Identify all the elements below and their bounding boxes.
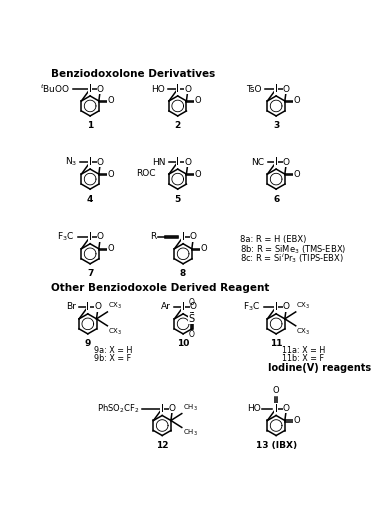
Text: Benziodoxolone Derivatives: Benziodoxolone Derivatives xyxy=(51,69,215,79)
Text: O: O xyxy=(97,84,104,93)
Text: I: I xyxy=(182,232,185,242)
Text: 3: 3 xyxy=(273,121,279,130)
Text: 9: 9 xyxy=(85,339,91,348)
Text: I: I xyxy=(275,403,278,413)
Text: O: O xyxy=(95,303,101,312)
Text: 8b: R = SiMe$_3$ (TMS-EBX): 8b: R = SiMe$_3$ (TMS-EBX) xyxy=(240,243,346,255)
Text: CX$_3$: CX$_3$ xyxy=(108,326,123,337)
Text: I: I xyxy=(275,84,278,94)
Text: O: O xyxy=(283,84,290,93)
Text: I: I xyxy=(275,302,278,312)
Text: O: O xyxy=(107,170,114,179)
Text: 11: 11 xyxy=(270,339,282,348)
Text: 9b: X = F: 9b: X = F xyxy=(94,354,131,363)
Text: F$_3$C: F$_3$C xyxy=(243,301,261,313)
Text: 2: 2 xyxy=(174,121,181,130)
Text: CH$_3$: CH$_3$ xyxy=(182,428,198,438)
Text: PhSO$_2$CF$_2$: PhSO$_2$CF$_2$ xyxy=(97,402,139,415)
Text: HO: HO xyxy=(152,84,165,93)
Text: $^t$BuOO: $^t$BuOO xyxy=(40,83,70,95)
Text: HN: HN xyxy=(153,157,166,166)
Text: 11b: X = F: 11b: X = F xyxy=(282,354,324,363)
Text: O: O xyxy=(283,157,290,166)
Text: I: I xyxy=(86,302,89,312)
Text: 11a: X = H: 11a: X = H xyxy=(282,346,326,355)
Text: CH$_3$: CH$_3$ xyxy=(182,403,198,413)
Text: 8c: R = Si$^i$Pr$_3$ (TIPS-EBX): 8c: R = Si$^i$Pr$_3$ (TIPS-EBX) xyxy=(240,251,344,266)
Text: 5: 5 xyxy=(174,195,181,204)
Text: O: O xyxy=(189,330,195,339)
Text: CX$_3$: CX$_3$ xyxy=(108,301,123,311)
Text: CX$_3$: CX$_3$ xyxy=(296,301,311,311)
Text: O: O xyxy=(97,157,104,166)
Text: O: O xyxy=(169,404,176,413)
Text: O: O xyxy=(189,298,195,307)
Text: O: O xyxy=(283,303,290,312)
Text: I: I xyxy=(176,157,179,167)
Text: 13 (IBX): 13 (IBX) xyxy=(256,441,297,450)
Text: I: I xyxy=(176,84,179,94)
Text: O: O xyxy=(184,157,192,166)
Text: O: O xyxy=(293,96,300,105)
Text: O: O xyxy=(107,244,114,253)
Text: O: O xyxy=(97,232,104,241)
Text: I: I xyxy=(89,157,92,167)
Text: O: O xyxy=(184,84,192,93)
Text: TsO: TsO xyxy=(246,84,261,93)
Text: N$_3$: N$_3$ xyxy=(65,156,77,169)
Text: Other Benziodoxole Derived Reagent: Other Benziodoxole Derived Reagent xyxy=(51,283,269,293)
Text: 4: 4 xyxy=(87,195,93,204)
Text: 1: 1 xyxy=(87,121,93,130)
Text: S: S xyxy=(189,314,195,324)
Text: 8a: R = H (EBX): 8a: R = H (EBX) xyxy=(240,235,306,244)
Text: 7: 7 xyxy=(87,269,93,278)
Text: I: I xyxy=(182,302,185,312)
Text: Ar: Ar xyxy=(161,303,171,312)
Text: 6: 6 xyxy=(273,195,279,204)
Text: 9a: X = H: 9a: X = H xyxy=(94,346,132,355)
Text: 12: 12 xyxy=(156,441,168,450)
Text: O: O xyxy=(293,416,300,425)
Text: 10: 10 xyxy=(177,339,189,348)
Text: ROC: ROC xyxy=(136,169,156,178)
Text: I: I xyxy=(275,157,278,167)
Text: CX$_3$: CX$_3$ xyxy=(296,326,311,337)
Text: O: O xyxy=(107,96,114,105)
Text: O: O xyxy=(190,232,197,241)
Text: O: O xyxy=(273,386,279,395)
Text: O: O xyxy=(190,303,197,312)
Text: O: O xyxy=(195,170,201,179)
Text: HO: HO xyxy=(247,404,261,413)
Text: Iodine(V) reagents: Iodine(V) reagents xyxy=(268,363,372,373)
Text: O: O xyxy=(283,404,290,413)
Text: O: O xyxy=(293,170,300,179)
Text: O: O xyxy=(195,96,201,105)
Text: 8: 8 xyxy=(180,269,186,278)
Text: Br: Br xyxy=(66,303,76,312)
Text: I: I xyxy=(89,84,92,94)
Text: F$_3$C: F$_3$C xyxy=(57,231,74,243)
Text: R: R xyxy=(150,232,157,241)
Text: I: I xyxy=(161,403,164,413)
Text: I: I xyxy=(89,232,92,242)
Text: O: O xyxy=(200,244,207,253)
Text: NC: NC xyxy=(252,157,264,166)
